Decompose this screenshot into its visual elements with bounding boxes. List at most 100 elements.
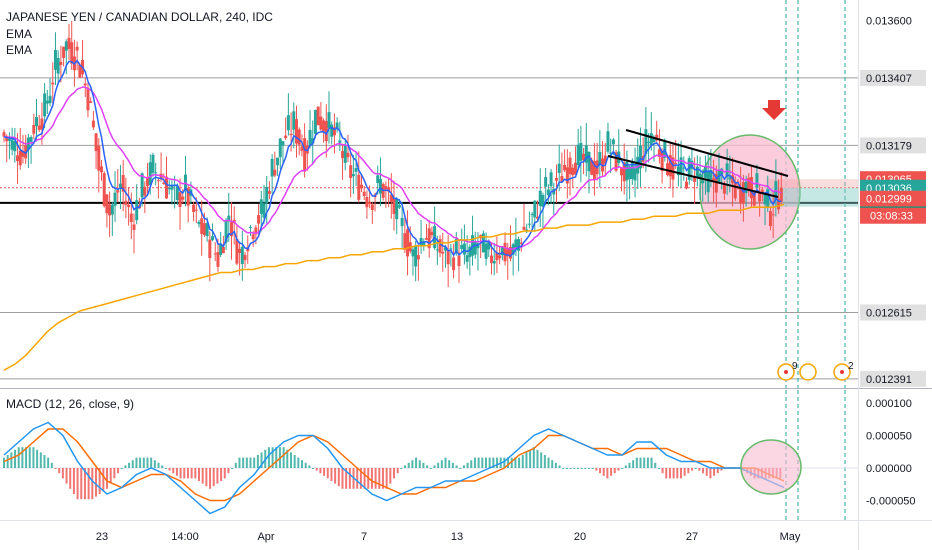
candle-body — [674, 162, 678, 164]
macd-histogram-bar — [286, 449, 289, 468]
candle-body — [37, 125, 41, 130]
candle-body — [62, 46, 66, 58]
candle-body — [655, 134, 659, 141]
candle-body — [235, 238, 239, 264]
macd-histogram-bar — [573, 468, 576, 469]
candle-body — [587, 151, 591, 172]
candle-body — [308, 130, 312, 147]
candle-body — [614, 152, 618, 171]
candle-body — [441, 251, 445, 254]
candle-body — [392, 197, 396, 214]
candle-body — [143, 186, 147, 196]
macd-axis-label: 0.000000 — [866, 463, 912, 475]
candle-body — [91, 120, 95, 128]
macd-histogram-bar — [139, 457, 142, 468]
candle-body — [297, 129, 301, 145]
candle-body — [647, 141, 651, 143]
candle-body — [462, 243, 466, 255]
candle-body — [295, 119, 298, 144]
macd-histogram-bar — [337, 468, 340, 487]
time-axis-label: 27 — [686, 531, 698, 543]
candle-body — [213, 253, 217, 255]
price-axis-label-bg — [860, 69, 926, 86]
candle-body — [338, 140, 342, 143]
candle-body — [576, 144, 580, 166]
candle-body — [582, 153, 586, 161]
macd-histogram-bar — [43, 455, 46, 468]
candle-body — [598, 151, 602, 165]
candle-body — [162, 182, 166, 185]
candle-body — [21, 150, 25, 157]
candle-body — [411, 249, 415, 257]
candle-body — [167, 188, 171, 190]
candle-body — [403, 233, 407, 250]
macd-histogram-bar — [444, 457, 447, 468]
macd-histogram-bar — [610, 468, 613, 476]
ema-indicator-label-1[interactable]: EMA — [6, 27, 33, 41]
candle-body — [536, 216, 540, 219]
candle-body — [565, 167, 569, 184]
candle-body — [644, 129, 648, 155]
candle-body — [322, 120, 326, 131]
candle-body — [270, 158, 274, 177]
candle-body — [257, 215, 261, 224]
candle-body — [416, 255, 420, 260]
macd-histogram-bar — [275, 447, 278, 468]
candle-body — [376, 175, 380, 183]
candle-body — [243, 254, 247, 261]
candle-body — [771, 214, 775, 216]
candle-body — [192, 204, 196, 212]
macd-histogram-bar — [683, 468, 686, 476]
candle-body — [568, 157, 572, 174]
macd-histogram-bar — [562, 468, 565, 469]
candle-body — [124, 200, 128, 206]
candle-body — [75, 46, 79, 51]
candle-body — [343, 145, 347, 163]
macd-histogram-bar — [529, 449, 532, 468]
macd-histogram-bar — [396, 468, 399, 474]
candle-body — [617, 151, 621, 164]
macd-histogram-bar — [691, 468, 694, 471]
macd-histogram-bar — [175, 468, 178, 476]
macd-histogram-bar — [326, 468, 329, 479]
macd-histogram-bar — [28, 447, 31, 468]
candle-body — [506, 249, 510, 257]
macd-histogram-bar — [720, 468, 723, 471]
candle-body — [584, 145, 588, 163]
candle-body — [454, 238, 458, 253]
event-marker-dot — [840, 370, 844, 374]
macd-histogram-bar — [668, 468, 671, 479]
candle-body — [330, 124, 334, 137]
candle-body — [449, 248, 453, 250]
macd-histogram-bar — [106, 468, 109, 489]
macd-histogram-bar — [128, 462, 131, 468]
macd-histogram-bar — [216, 468, 219, 484]
candle-body — [200, 218, 204, 234]
macd-histogram-bar — [374, 468, 377, 489]
macd-histogram-bar — [617, 468, 620, 471]
macd-histogram-bar — [359, 468, 362, 489]
event-marker-icon[interactable] — [799, 363, 817, 381]
macd-histogram-bar — [323, 468, 326, 476]
macd-histogram-bar — [422, 462, 425, 468]
candle-body — [666, 163, 670, 175]
macd-histogram-bar — [304, 462, 307, 468]
macd-histogram-bar — [61, 468, 64, 479]
ema-indicator-label-2[interactable]: EMA — [6, 43, 33, 57]
candle-body — [555, 177, 558, 181]
candle-body — [682, 167, 686, 169]
time-axis-label: Apr — [257, 531, 274, 543]
macd-histogram-bar — [588, 468, 590, 469]
macd-histogram-bar — [21, 447, 24, 468]
macd-histogram-bar — [507, 457, 510, 468]
macd-histogram-bar — [389, 468, 392, 484]
macd-histogram-bar — [628, 462, 631, 468]
candle-body — [53, 49, 57, 70]
candle-body — [178, 192, 182, 208]
candle-body — [16, 155, 20, 162]
macd-histogram-bar — [54, 468, 57, 469]
macd-histogram-bar — [102, 468, 105, 492]
macd-histogram-bar — [194, 468, 197, 479]
risk-box — [766, 179, 858, 188]
